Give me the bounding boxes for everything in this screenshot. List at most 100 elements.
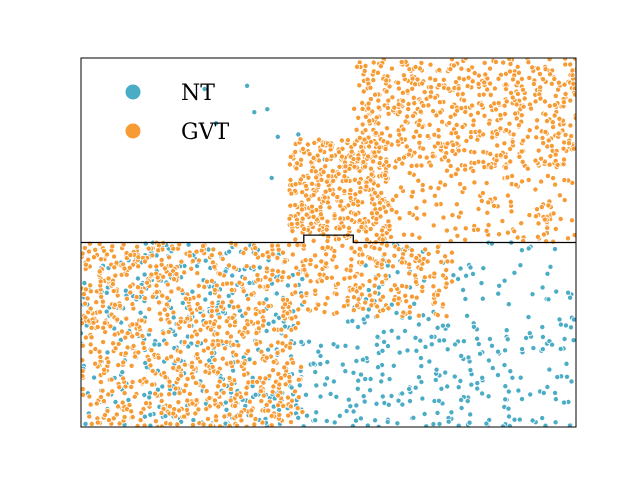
point-nt [137, 309, 144, 316]
point-gvt [149, 293, 156, 300]
point-gvt [562, 61, 569, 68]
point-nt [374, 364, 381, 371]
point-gvt [355, 155, 362, 162]
point-gvt [383, 125, 390, 132]
point-gvt [254, 378, 261, 385]
point-gvt [424, 258, 431, 265]
point-gvt [338, 198, 345, 205]
point-gvt [537, 84, 544, 91]
point-nt [406, 398, 413, 405]
point-gvt [374, 313, 381, 320]
point-gvt [197, 326, 204, 333]
point-nt [226, 248, 233, 255]
point-gvt [453, 122, 460, 129]
point-gvt [351, 141, 358, 148]
point-nt [202, 257, 209, 264]
point-gvt [450, 62, 457, 69]
point-gvt [358, 291, 365, 298]
point-nt [479, 295, 486, 302]
point-gvt [406, 210, 413, 217]
point-gvt [376, 144, 383, 151]
point-nt [544, 270, 551, 277]
point-gvt [233, 351, 240, 358]
point-gvt [435, 133, 442, 140]
point-nt [545, 296, 552, 303]
point-gvt [551, 76, 558, 83]
point-gvt [412, 278, 419, 285]
point-gvt [98, 293, 105, 300]
point-gvt [245, 305, 252, 312]
point-gvt [216, 323, 223, 330]
point-nt [467, 411, 474, 418]
point-gvt [552, 151, 559, 158]
point-gvt [363, 236, 370, 243]
point-gvt [355, 114, 362, 121]
point-gvt [147, 263, 154, 270]
point-gvt [225, 262, 232, 269]
point-gvt [518, 148, 525, 155]
point-gvt [445, 157, 452, 164]
point-gvt [110, 415, 117, 422]
point-nt [434, 409, 441, 416]
point-nt [411, 300, 418, 307]
point-gvt [195, 406, 202, 413]
point-gvt [295, 320, 302, 327]
point-gvt [205, 345, 212, 352]
point-gvt [181, 269, 188, 276]
point-nt [452, 341, 459, 348]
point-gvt [157, 316, 164, 323]
point-gvt [406, 303, 413, 310]
point-nt [507, 368, 514, 375]
point-gvt [239, 331, 246, 338]
point-nt [270, 318, 277, 325]
point-gvt [105, 417, 112, 424]
point-nt [494, 348, 501, 355]
point-gvt [357, 188, 364, 195]
point-nt [288, 384, 295, 391]
point-gvt [227, 333, 234, 340]
point-gvt [152, 390, 159, 397]
point-nt [395, 334, 402, 341]
point-gvt [429, 153, 436, 160]
point-nt [501, 362, 508, 369]
point-gvt [193, 318, 200, 325]
point-gvt [502, 164, 509, 171]
point-gvt [457, 181, 464, 188]
point-gvt [487, 91, 494, 98]
point-gvt [255, 276, 262, 283]
point-gvt [134, 243, 141, 250]
point-gvt [347, 267, 354, 274]
point-gvt [359, 105, 366, 112]
point-gvt [528, 105, 535, 112]
point-nt [336, 412, 343, 419]
point-gvt [333, 263, 340, 270]
point-gvt [126, 264, 133, 271]
point-gvt [298, 156, 305, 163]
point-gvt [324, 244, 331, 251]
point-gvt [268, 422, 275, 427]
point-gvt [388, 65, 395, 72]
point-nt [331, 419, 338, 426]
point-gvt [334, 194, 341, 201]
point-nt [264, 106, 271, 113]
point-gvt [410, 134, 417, 141]
point-nt [468, 381, 475, 388]
point-gvt [123, 315, 130, 322]
point-gvt [394, 300, 401, 307]
point-nt [359, 356, 366, 363]
point-gvt [495, 75, 502, 82]
point-nt [373, 341, 380, 348]
point-gvt [153, 289, 160, 296]
point-gvt [546, 58, 553, 63]
point-gvt [490, 202, 497, 209]
point-gvt [170, 309, 177, 316]
point-gvt [492, 58, 499, 65]
point-gvt [134, 284, 141, 291]
point-gvt [183, 406, 190, 413]
point-gvt [299, 408, 306, 415]
point-gvt [287, 153, 294, 160]
point-nt [384, 343, 391, 350]
point-gvt [148, 271, 155, 278]
point-gvt [228, 381, 235, 388]
point-gvt [352, 211, 359, 218]
